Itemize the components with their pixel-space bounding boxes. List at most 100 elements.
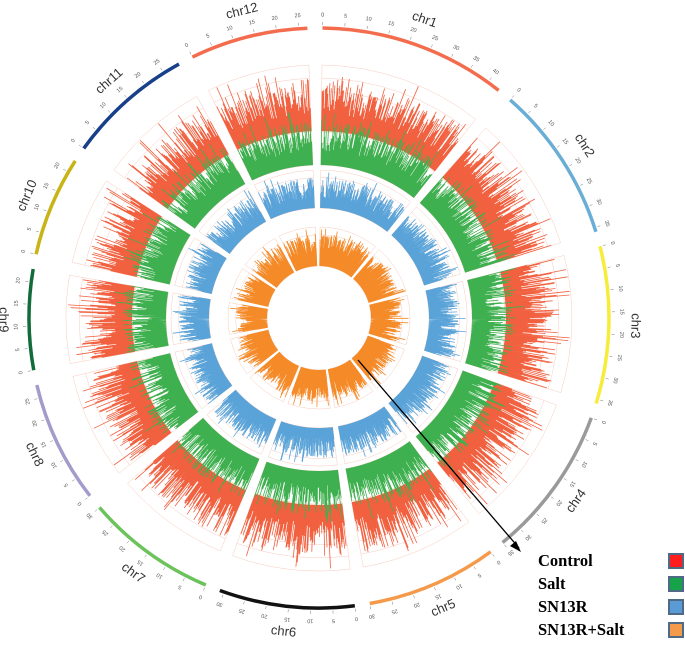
legend-swatch [668, 622, 684, 638]
track-1-chr12 [237, 112, 313, 181]
track-3-chr8 [238, 329, 279, 367]
tick-label: 0 [198, 593, 203, 600]
tick-mark [110, 525, 113, 529]
grid-line [230, 338, 248, 374]
tick-label: 5 [63, 482, 70, 488]
grid-line [407, 366, 452, 427]
grid-line [189, 348, 215, 400]
ideogram-chr9 [27, 268, 36, 371]
grid-line [287, 403, 331, 410]
tick-label: 0 [321, 12, 324, 18]
grid-line [266, 461, 338, 472]
track-0-chr2 [442, 137, 552, 263]
grid-line [320, 177, 407, 208]
grid-line [344, 437, 407, 464]
track-0-chr6 [240, 493, 347, 569]
grid-line [416, 206, 461, 275]
tick-mark [388, 30, 390, 34]
grid-line [174, 352, 203, 409]
track-1-chr5 [345, 441, 435, 519]
tick-label: 15 [434, 592, 442, 600]
track-1-chr10 [124, 213, 191, 285]
grid-line [437, 382, 495, 463]
grid-line [79, 277, 84, 362]
tick-label: 10 [99, 102, 108, 111]
tick-label: 20 [413, 601, 421, 609]
tick-label: 30 [216, 600, 224, 608]
tick-label: 20 [261, 612, 268, 619]
tick-label: 0 [70, 138, 77, 144]
tick-label: 15 [116, 86, 125, 95]
track-2-chr5 [338, 406, 402, 457]
tick-label: 25 [153, 58, 161, 66]
tick-mark [594, 418, 597, 421]
grid-line [257, 177, 314, 192]
tick-label: 15 [561, 137, 569, 145]
tick-label: 20 [31, 419, 39, 427]
tick-mark [410, 36, 412, 40]
axis-ticks: 0 5 10 15 20 25 30 35 40 0 5 10 15 20 25 30 35 0 5 10 15 20 25… [13, 12, 624, 623]
grid-line [85, 373, 130, 466]
track-3-chr11 [252, 244, 295, 288]
grid-line [182, 350, 209, 405]
tick-mark [585, 439, 589, 441]
grid-line [279, 226, 316, 237]
tick-mark [182, 578, 185, 582]
grid-line [203, 417, 260, 460]
grid-line [169, 353, 199, 412]
ideogram-ring [27, 26, 611, 610]
tick-label: 25 [616, 354, 623, 361]
tick-mark [569, 164, 573, 167]
grid-line [560, 255, 573, 393]
grid-line [174, 237, 195, 286]
tick-label: 30 [86, 511, 95, 520]
ideogram-chr12 [191, 26, 308, 59]
tick-label: 5 [15, 348, 21, 352]
tick-label: 40 [491, 68, 499, 76]
tick-label: 15 [387, 21, 394, 28]
tick-mark [141, 80, 144, 84]
tick-label: 35 [603, 220, 611, 228]
track-1-chr2 [419, 175, 516, 273]
chromosome-label: chr5 [428, 596, 457, 620]
tick-label: 10 [226, 25, 234, 33]
tick-label: 10 [34, 203, 42, 211]
tick-mark [231, 35, 233, 39]
grid-line [415, 370, 463, 437]
grid-line [290, 395, 330, 402]
tick-label: 10 [455, 582, 463, 590]
tick-label: 15 [618, 309, 624, 315]
tick-mark [94, 509, 98, 512]
grid-line [124, 107, 204, 178]
tick-mark [563, 478, 567, 481]
grid-line [113, 96, 197, 171]
legend-item-sn13r: SN13R [538, 597, 684, 620]
grid-line [169, 234, 191, 285]
grid-line [363, 521, 469, 568]
grid-line [333, 384, 369, 401]
tick-mark [43, 209, 47, 212]
grid-line [254, 169, 314, 186]
grid-line [345, 441, 410, 469]
grid-line [436, 381, 494, 463]
tick-mark [504, 544, 507, 548]
tick-label: 10 [546, 119, 555, 128]
track-2-chr12 [258, 178, 315, 220]
tick-mark [85, 497, 88, 500]
tick-label: 20 [53, 162, 61, 170]
tick-label: 20 [573, 157, 581, 165]
tick-mark [63, 168, 66, 171]
tick-mark [41, 419, 45, 422]
tick-mark [521, 529, 524, 533]
tick-mark [144, 554, 147, 558]
legend-label: SN13R+Salt [538, 620, 625, 639]
tick-label: 5 [332, 617, 335, 623]
grid-line [165, 292, 169, 346]
grid-line [334, 391, 374, 408]
tick-label: 25 [585, 177, 593, 185]
tick-label: 25 [24, 397, 31, 405]
grid-line [412, 368, 459, 433]
tick-label: 5 [206, 33, 211, 40]
track-0-chr1 [321, 76, 467, 172]
legend-item-sn13r-salt: SN13R+Salt [538, 620, 684, 643]
